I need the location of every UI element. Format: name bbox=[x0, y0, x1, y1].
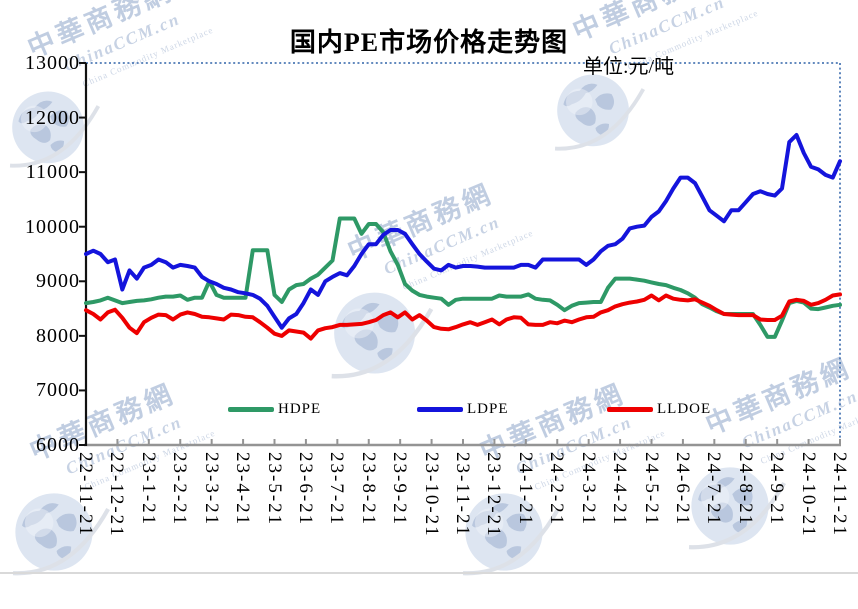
ldpe-line-swatch bbox=[417, 407, 463, 412]
hdpe-line-swatch bbox=[228, 407, 274, 412]
legend-label-ldpe: LDPE bbox=[467, 401, 509, 417]
lldoe-line-swatch bbox=[607, 407, 653, 412]
legend-item-ldpe: LDPE bbox=[417, 401, 509, 418]
unit-label: 单位:元/吨 bbox=[583, 56, 675, 78]
legend-item-lldoe: LLDOE bbox=[607, 401, 711, 418]
bottom-divider bbox=[0, 572, 858, 574]
chart-title: 国内PE市场价格走势图 bbox=[289, 28, 569, 57]
legend-label-hdpe: HDPE bbox=[278, 401, 322, 417]
legend-item-hdpe: HDPE bbox=[228, 401, 321, 418]
pe-price-chart-page: { "title": "国内PE市场价格走势图", "unit_label": … bbox=[0, 0, 858, 576]
legend-label-lldoe: LLDOE bbox=[657, 401, 712, 417]
price-trend-plot bbox=[79, 62, 842, 447]
